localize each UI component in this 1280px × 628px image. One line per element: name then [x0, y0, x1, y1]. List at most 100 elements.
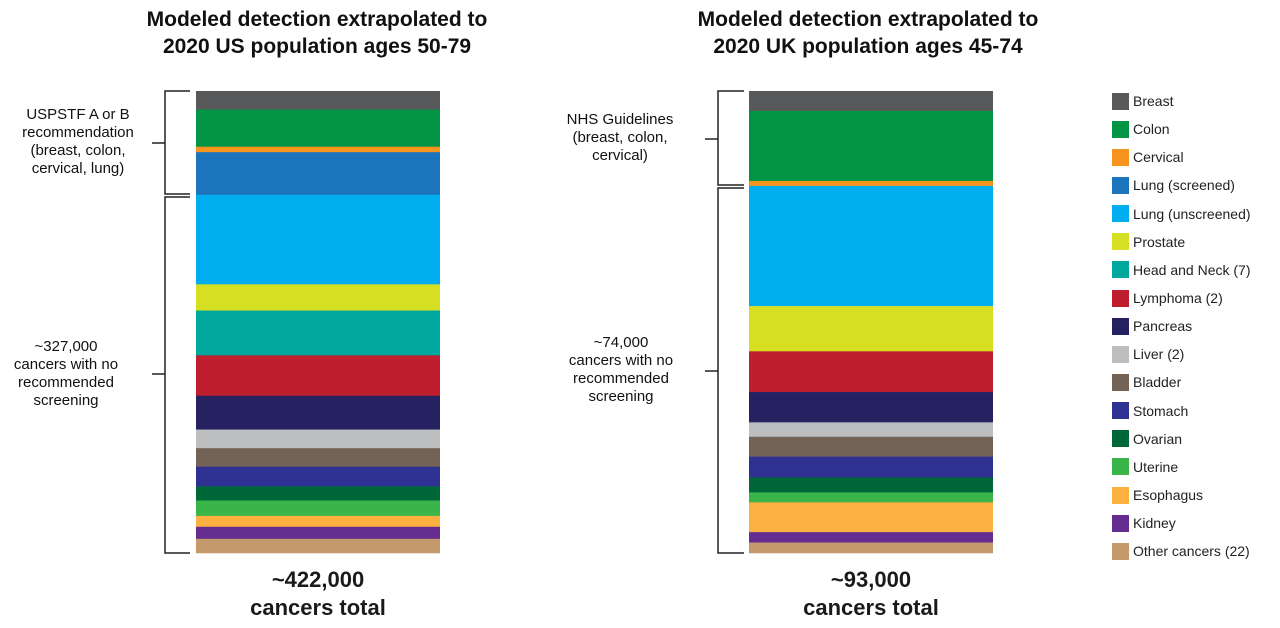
legend-swatch — [1112, 458, 1129, 476]
legend-swatch — [1112, 205, 1129, 223]
us-total-label: ~422,000 cancers total — [168, 566, 468, 622]
us-title-line-2: 2020 US population ages 50-79 — [162, 35, 472, 58]
bar-segment-prostate — [749, 306, 993, 352]
legend-item: Colon — [1112, 115, 1251, 143]
legend-item: Esophagus — [1112, 481, 1251, 509]
us-unscreened-label: ~327,000 cancers with no recommended scr… — [0, 338, 141, 410]
uk-screened-bracket — [705, 90, 744, 186]
legend-item: Head and Neck (7) — [1112, 256, 1251, 284]
legend-item: Lung (unscreened) — [1112, 200, 1251, 228]
legend-item: Bladder — [1112, 368, 1251, 396]
bar-segment-stomach — [196, 466, 440, 487]
uk-total-caption: cancers total — [803, 595, 939, 620]
legend-item: Ovarian — [1112, 425, 1251, 453]
bar-segment-bladder — [749, 436, 993, 457]
legend-label: Colon — [1133, 121, 1170, 138]
legend-label: Uterine — [1133, 458, 1179, 475]
bar-segment-esophagus — [196, 515, 440, 528]
uk-unscreened-bracket — [705, 187, 744, 554]
legend-item: Cervical — [1112, 143, 1251, 171]
label-line: ~327,000 — [34, 338, 98, 355]
bar-segment-prostate — [196, 284, 440, 311]
legend-label: Stomach — [1133, 402, 1189, 419]
legend-swatch — [1112, 120, 1129, 138]
legend-label: Esophagus — [1133, 487, 1204, 504]
label-line: cancers with no — [13, 356, 119, 373]
bar-segment-lymphoma-2 — [749, 351, 993, 393]
us-bar — [196, 91, 440, 554]
label-line: recommendation — [22, 124, 134, 141]
legend-label: Pancreas — [1133, 318, 1193, 335]
us-unscreened-bracket — [152, 196, 190, 554]
uk-unscreened-label: ~74,000 cancers with no recommended scre… — [546, 334, 696, 406]
legend-swatch — [1112, 261, 1129, 279]
bar-segment-breast — [196, 91, 440, 110]
legend-swatch — [1112, 402, 1129, 420]
bar-segment-lymphoma-2 — [196, 355, 440, 397]
legend-item: Lymphoma (2) — [1112, 284, 1251, 312]
legend-item: Liver (2) — [1112, 340, 1251, 368]
legend-swatch — [1112, 514, 1129, 532]
legend-label: Breast — [1133, 93, 1174, 110]
uk-bar — [749, 91, 993, 554]
bar-segment-lung-screened — [196, 152, 440, 196]
legend-label: Liver (2) — [1133, 346, 1185, 363]
bar-segment-lung-unscreened — [196, 194, 440, 285]
legend-label: Lung (screened) — [1133, 177, 1235, 194]
legend-item: Kidney — [1112, 509, 1251, 537]
bar-segment-kidney — [196, 526, 440, 540]
us-screened-bracket — [152, 90, 190, 195]
label-line: cancers with no — [568, 352, 674, 369]
legend-swatch — [1112, 317, 1129, 335]
bar-segment-pancreas — [749, 392, 993, 423]
label-line: (breast, colon, — [30, 142, 126, 159]
bar-segment-esophagus — [749, 502, 993, 533]
label-line: recommended — [18, 374, 114, 391]
label-line: recommended — [573, 370, 669, 387]
bar-segment-ovarian — [196, 486, 440, 501]
legend-label: Head and Neck (7) — [1133, 261, 1251, 278]
uk-chart-title: Modeled detection extrapolated to 2020 U… — [658, 6, 1078, 60]
legend-label: Prostate — [1133, 233, 1186, 250]
bar-segment-liver-2 — [749, 422, 993, 438]
label-line: screening — [588, 388, 654, 405]
bar-segment-bladder — [196, 448, 440, 468]
legend-label: Other cancers (22) — [1133, 543, 1250, 560]
legend: Breast Colon Cervical Lung (screened) Lung (… — [1112, 87, 1251, 565]
label-line: NHS Guidelines — [566, 111, 674, 128]
legend-swatch — [1112, 542, 1129, 560]
legend-label: Lung (unscreened) — [1133, 205, 1251, 222]
legend-swatch — [1112, 176, 1129, 194]
bar-segment-other-cancers-22 — [196, 538, 440, 554]
legend-swatch — [1112, 430, 1129, 448]
us-chart-title: Modeled detection extrapolated to 2020 U… — [107, 6, 527, 60]
legend-label: Kidney — [1133, 515, 1176, 532]
legend-item: Lung (screened) — [1112, 171, 1251, 199]
legend-swatch — [1112, 148, 1129, 166]
legend-item: Other cancers (22) — [1112, 537, 1251, 565]
legend-item: Prostate — [1112, 228, 1251, 256]
us-total-caption: cancers total — [250, 595, 386, 620]
legend-swatch — [1112, 289, 1129, 307]
bar-segment-stomach — [749, 456, 993, 478]
label-line: USPSTF A or B — [26, 106, 130, 123]
uk-total-label: ~93,000 cancers total — [721, 566, 1021, 622]
legend-item: Uterine — [1112, 453, 1251, 481]
legend-item: Stomach — [1112, 397, 1251, 425]
label-line: cervical) — [592, 147, 648, 164]
bar-segment-liver-2 — [196, 429, 440, 449]
bar-segment-ovarian — [749, 477, 993, 493]
uk-brackets — [705, 90, 744, 554]
label-line: screening — [33, 392, 99, 409]
us-screened-label: USPSTF A or B recommendation (breast, co… — [3, 106, 153, 178]
legend-label: Cervical — [1133, 149, 1184, 166]
uk-title-line-1: Modeled detection extrapolated to — [697, 8, 1039, 31]
bar-segment-colon — [749, 110, 993, 182]
legend-swatch — [1112, 92, 1129, 110]
legend-label: Lymphoma (2) — [1133, 290, 1223, 307]
bar-segment-uterine — [749, 492, 993, 503]
bar-segment-other-cancers-22 — [749, 542, 993, 554]
uk-total-value: ~93,000 — [830, 567, 912, 592]
legend-swatch — [1112, 373, 1129, 391]
